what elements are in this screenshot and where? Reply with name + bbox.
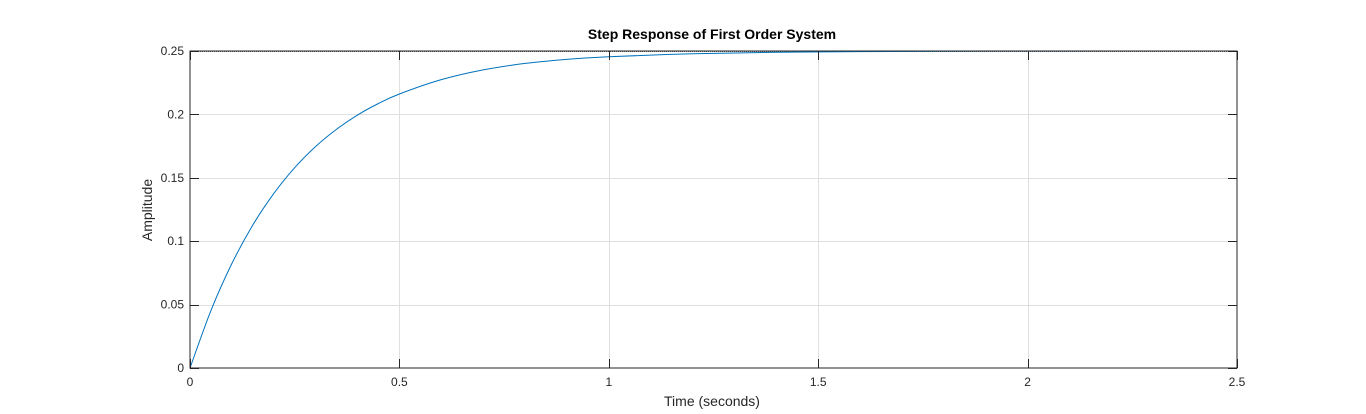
y-tick-labels: 0 0.05 0.1 0.15 0.2 0.25 — [161, 44, 185, 375]
x-tick-label: 2 — [1024, 375, 1031, 389]
chart-title: Step Response of First Order System — [588, 26, 836, 42]
x-tick-labels: 0 0.5 1 1.5 2 2.5 — [187, 375, 1246, 389]
x-axis-label: Time (seconds) — [664, 393, 760, 409]
y-tick-label: 0.2 — [167, 107, 184, 121]
x-tick-label: 2.5 — [1229, 375, 1246, 389]
x-tick-label: 1 — [605, 375, 612, 389]
axes-frame — [189, 50, 1238, 369]
y-tick-label: 0.25 — [161, 44, 185, 58]
x-tick-label: 0.5 — [391, 375, 408, 389]
tick-marks — [190, 51, 1238, 369]
x-tick-label: 0 — [187, 375, 194, 389]
y-tick-label: 0 — [177, 361, 184, 375]
y-tick-label: 0.1 — [167, 234, 184, 248]
y-tick-label: 0.05 — [161, 298, 185, 312]
x-tick-label: 1.5 — [810, 375, 827, 389]
grid-lines — [190, 51, 1237, 368]
y-tick-label: 0.15 — [161, 171, 185, 185]
axes-background — [190, 51, 1237, 368]
y-axis-label: Amplitude — [139, 179, 155, 241]
